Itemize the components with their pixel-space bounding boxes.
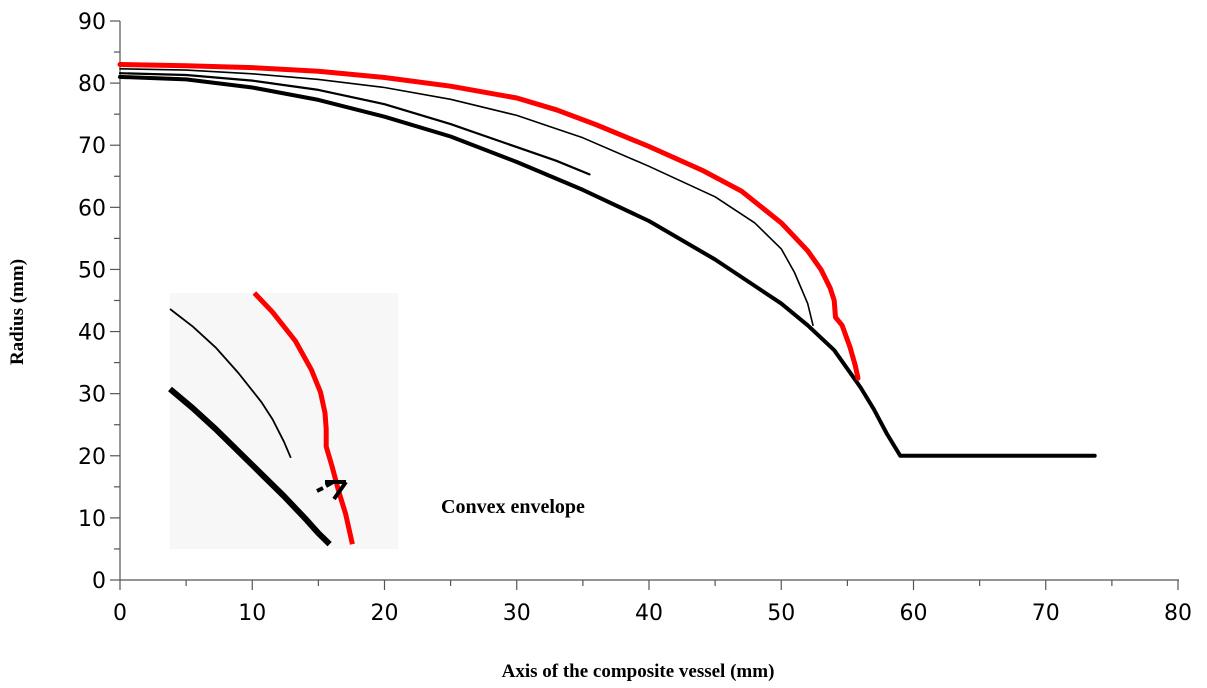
y-tick-label: 60 bbox=[78, 196, 106, 221]
x-tick-label: 40 bbox=[635, 601, 663, 626]
inset-zoom-panel bbox=[168, 291, 398, 549]
y-tick-label: 10 bbox=[78, 507, 106, 532]
series-line-4 bbox=[117, 62, 861, 381]
y-tick-label: 40 bbox=[78, 321, 106, 346]
y-tick-label: 70 bbox=[78, 134, 106, 159]
axes: 0 10 20 30 40 50 60 70 80 0 10 20 30 40 50 60 70 80 90 bbox=[78, 10, 1192, 626]
x-tick-label: 70 bbox=[1032, 601, 1060, 626]
convex-envelope-annotation: Convex envelope bbox=[441, 496, 585, 518]
y-axis-title: Radius (mm) bbox=[7, 259, 28, 365]
inset-line-3 bbox=[252, 291, 355, 545]
y-tick-label: 30 bbox=[78, 383, 106, 408]
x-tick-label: 30 bbox=[503, 601, 531, 626]
y-tick-label: 20 bbox=[78, 445, 106, 470]
series-line-2 bbox=[118, 72, 591, 176]
x-axis-title: Axis of the composite vessel (mm) bbox=[502, 661, 775, 682]
inset-line-2 bbox=[169, 308, 292, 459]
series-line-3 bbox=[119, 68, 814, 327]
x-tick-label: 50 bbox=[767, 601, 795, 626]
y-tick-label: 90 bbox=[78, 10, 106, 35]
x-tick-label: 10 bbox=[238, 601, 266, 626]
x-tick-label: 20 bbox=[371, 601, 399, 626]
x-tick-label: 0 bbox=[113, 601, 127, 626]
inset-line-1 bbox=[168, 386, 332, 547]
series-line-1 bbox=[118, 74, 1097, 458]
data-series bbox=[117, 62, 1097, 458]
arrow-icon bbox=[316, 480, 348, 501]
y-tick-label: 50 bbox=[78, 258, 106, 283]
x-tick-label: 80 bbox=[1164, 601, 1192, 626]
y-tick-label: 0 bbox=[92, 569, 106, 594]
y-tick-label: 80 bbox=[78, 72, 106, 97]
x-tick-label: 60 bbox=[900, 601, 928, 626]
